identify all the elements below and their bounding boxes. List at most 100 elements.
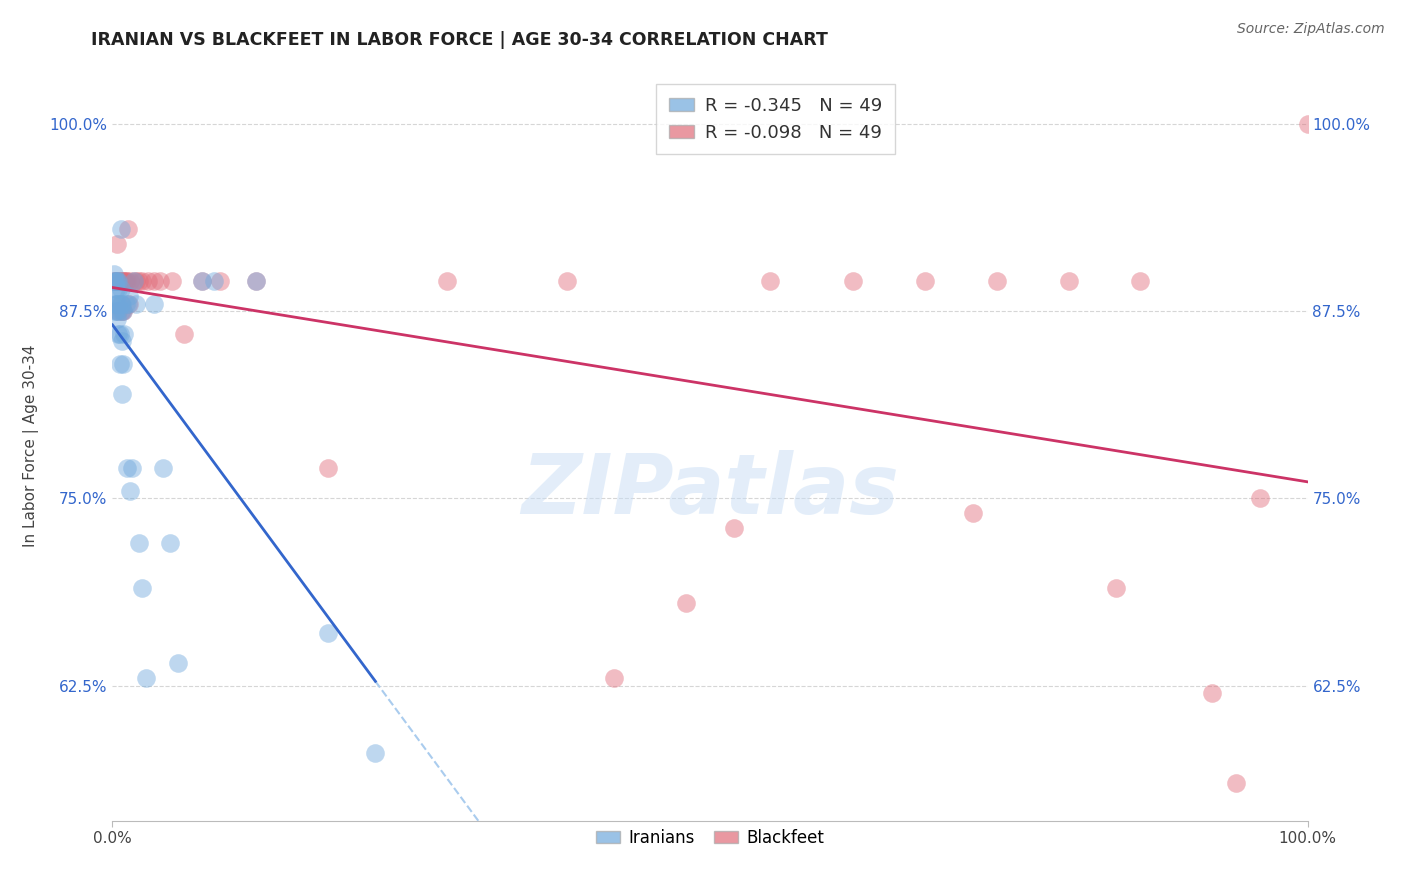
Point — [112, 357, 135, 371]
Point — [962, 507, 984, 521]
Point — [159, 536, 181, 550]
Point — [131, 582, 153, 596]
Point — [107, 274, 129, 288]
Point — [143, 296, 166, 310]
Point — [167, 657, 190, 671]
Point — [209, 274, 232, 288]
Point — [149, 274, 172, 288]
Point — [108, 274, 131, 288]
Point — [111, 304, 134, 318]
Point — [107, 304, 129, 318]
Point — [603, 671, 626, 685]
Point — [111, 386, 134, 401]
Point — [173, 326, 195, 341]
Point — [316, 626, 339, 640]
Point — [111, 274, 134, 288]
Point — [110, 221, 132, 235]
Point — [112, 304, 135, 318]
Point — [110, 296, 132, 310]
Point — [105, 274, 128, 288]
Legend: Iranians, Blackfeet: Iranians, Blackfeet — [589, 822, 831, 854]
Point — [125, 274, 148, 288]
Point — [245, 274, 267, 288]
Point — [104, 274, 127, 288]
Point — [107, 282, 129, 296]
Point — [118, 296, 141, 310]
Point — [138, 274, 160, 288]
Text: IRANIAN VS BLACKFEET IN LABOR FORCE | AGE 30-34 CORRELATION CHART: IRANIAN VS BLACKFEET IN LABOR FORCE | AG… — [91, 31, 828, 49]
Point — [986, 274, 1008, 288]
Point — [105, 311, 128, 326]
Point — [105, 274, 128, 288]
Point — [120, 483, 142, 498]
Text: Source: ZipAtlas.com: Source: ZipAtlas.com — [1237, 22, 1385, 37]
Point — [1225, 776, 1247, 790]
Point — [128, 274, 150, 288]
Point — [675, 596, 697, 610]
Point — [115, 461, 138, 475]
Point — [111, 296, 134, 310]
Point — [122, 274, 145, 288]
Point — [107, 274, 129, 288]
Point — [105, 236, 128, 251]
Point — [107, 296, 129, 310]
Point — [120, 274, 142, 288]
Point — [914, 274, 936, 288]
Text: ZIPatlas: ZIPatlas — [522, 450, 898, 532]
Point — [191, 274, 214, 288]
Point — [115, 274, 138, 288]
Point — [842, 274, 865, 288]
Point — [105, 296, 128, 310]
Point — [104, 296, 127, 310]
Point — [1201, 686, 1223, 700]
Point — [104, 304, 127, 318]
Y-axis label: In Labor Force | Age 30-34: In Labor Force | Age 30-34 — [22, 344, 38, 548]
Point — [128, 536, 150, 550]
Point — [245, 274, 267, 288]
Point — [114, 296, 136, 310]
Point — [110, 296, 132, 310]
Point — [103, 274, 125, 288]
Point — [110, 304, 132, 318]
Point — [122, 274, 145, 288]
Point — [555, 274, 578, 288]
Point — [152, 461, 174, 475]
Point — [110, 282, 132, 296]
Point — [118, 289, 141, 303]
Point — [131, 274, 153, 288]
Point — [104, 274, 127, 288]
Point — [1249, 491, 1271, 506]
Point — [105, 282, 128, 296]
Point — [1296, 117, 1319, 131]
Point — [114, 274, 135, 288]
Point — [191, 274, 214, 288]
Point — [1057, 274, 1080, 288]
Point — [135, 671, 157, 685]
Point — [1129, 274, 1152, 288]
Point — [114, 274, 135, 288]
Point — [105, 296, 128, 310]
Point — [143, 274, 166, 288]
Point — [114, 326, 135, 341]
Point — [112, 304, 135, 318]
Point — [117, 221, 139, 235]
Point — [436, 274, 458, 288]
Point — [162, 274, 183, 288]
Point — [111, 334, 134, 348]
Point — [107, 326, 129, 341]
Point — [125, 296, 148, 310]
Point — [364, 746, 387, 760]
Point — [105, 304, 128, 318]
Point — [105, 274, 128, 288]
Point — [759, 274, 782, 288]
Point — [107, 304, 129, 318]
Point — [117, 296, 139, 310]
Point — [114, 274, 136, 288]
Point — [202, 274, 225, 288]
Point — [103, 274, 125, 288]
Point — [121, 461, 143, 475]
Point — [108, 326, 131, 341]
Point — [1105, 582, 1128, 596]
Point — [103, 267, 125, 281]
Point — [110, 274, 132, 288]
